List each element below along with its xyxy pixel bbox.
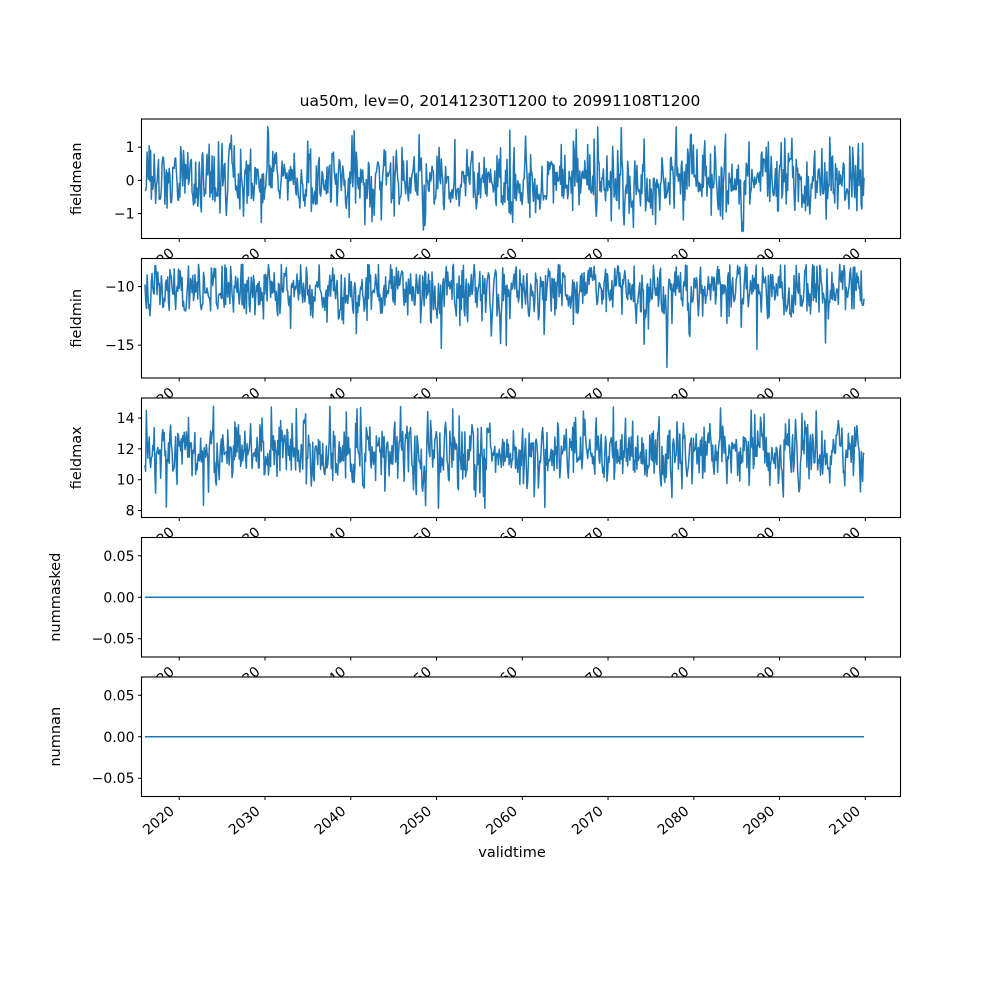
y-tick-label: 0.00 bbox=[103, 730, 134, 746]
y-tick-label: 1 bbox=[126, 140, 135, 156]
y-tick-label: 10 bbox=[117, 473, 135, 489]
y-axis-label-numnan: numnan bbox=[48, 707, 64, 767]
panel-nummasked: 0.05 0.00 −0.05 nummasked bbox=[48, 536, 902, 661]
panel-spines-fieldmax bbox=[140, 397, 902, 519]
x-tick-label: 2060 bbox=[483, 803, 521, 838]
x-tick-label: 2070 bbox=[569, 803, 607, 838]
y-axis-label-nummasked: nummasked bbox=[48, 553, 64, 642]
x-axis-label: validtime bbox=[478, 845, 546, 861]
y-tick-label: −1 bbox=[114, 207, 135, 223]
x-tick-label: 2020 bbox=[140, 803, 178, 838]
y-tick-label: −10 bbox=[105, 280, 135, 296]
x-tick-label: 2040 bbox=[312, 803, 350, 838]
y-tick-label: 0 bbox=[126, 173, 135, 189]
y-tick-label: 8 bbox=[126, 504, 135, 520]
y-tick-label: 0.00 bbox=[103, 590, 134, 606]
data-line-fieldmin bbox=[144, 263, 865, 369]
x-tick-label: 2050 bbox=[398, 803, 436, 838]
y-tick-label: −0.05 bbox=[92, 632, 135, 648]
y-tick-label: 0.05 bbox=[103, 688, 134, 704]
y-tick-label: 12 bbox=[117, 442, 135, 458]
panel-numnan: 0.05 0.00 −0.05 numnan bbox=[48, 676, 902, 800]
x-tick-label: 2090 bbox=[741, 803, 779, 838]
data-line-fieldmax bbox=[144, 405, 865, 510]
y-tick-label: −15 bbox=[105, 338, 135, 354]
y-axis-label-fieldmax: fieldmax bbox=[69, 426, 85, 489]
y-axis-label-fieldmean: fieldmean bbox=[69, 143, 85, 215]
page-title: ua50m, lev=0, 20141230T1200 to 20991108T… bbox=[300, 92, 701, 110]
x-tick-label: 2100 bbox=[826, 803, 864, 838]
panel-background-fieldmin bbox=[141, 258, 901, 378]
panel-spines-fieldmin bbox=[140, 257, 902, 379]
data-line-fieldmean bbox=[144, 126, 865, 233]
panel-spines-fieldmean bbox=[140, 118, 902, 240]
x-tick-labels-numnan: 2020 2030 2040 2050 2060 2070 2080 2090 2100 bbox=[140, 803, 864, 838]
panel-fieldmax: 14 12 10 8 fieldmax bbox=[69, 397, 902, 521]
y-tick-label: −0.05 bbox=[92, 771, 135, 787]
y-axis-label-fieldmin: fieldmin bbox=[69, 289, 85, 348]
y-tick-label: 14 bbox=[117, 411, 135, 427]
x-tick-label: 2080 bbox=[655, 803, 693, 838]
panel-fieldmean: 1 0 −1 fieldmean bbox=[69, 118, 902, 242]
panel-fieldmin: −10 −15 fieldmin bbox=[69, 257, 902, 382]
x-tick-label: 2030 bbox=[226, 803, 264, 838]
y-tick-label: 0.05 bbox=[103, 549, 134, 565]
